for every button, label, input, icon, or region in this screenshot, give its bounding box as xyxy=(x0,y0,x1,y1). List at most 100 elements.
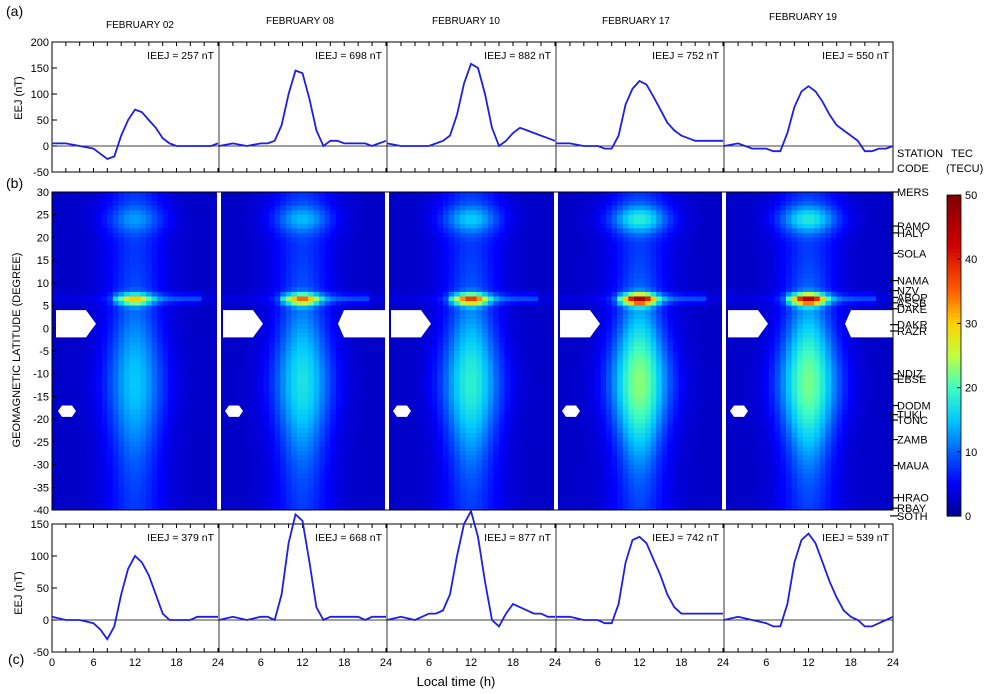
tec-cell xyxy=(274,328,281,334)
tec-cell xyxy=(79,223,86,229)
tec-cell xyxy=(123,192,130,198)
tec-cell xyxy=(85,450,92,456)
tec-cell xyxy=(398,423,405,429)
tec-cell xyxy=(168,332,175,338)
tec-cell xyxy=(63,355,70,361)
tec-cell xyxy=(403,305,410,311)
tec-cell xyxy=(195,341,202,347)
tec-cell xyxy=(296,341,303,347)
tec-cell xyxy=(179,287,186,293)
tec-cell xyxy=(90,241,97,248)
tec-cell xyxy=(168,296,175,302)
tec-cell xyxy=(274,278,281,284)
tec-cell xyxy=(246,210,253,216)
tec-cell xyxy=(107,192,114,198)
tec-cell xyxy=(173,364,180,370)
tec-cell xyxy=(184,264,191,270)
tec-cell xyxy=(79,441,86,447)
tec-cell xyxy=(79,446,86,452)
tec-cell xyxy=(352,360,359,366)
tec-cell xyxy=(140,205,147,211)
tec-cell xyxy=(263,478,270,484)
tec-cell xyxy=(173,391,180,397)
tec-cell xyxy=(280,396,287,402)
tec-cell xyxy=(79,369,86,375)
tec-cell xyxy=(52,196,59,202)
tec-cell xyxy=(151,246,158,252)
tec-cell xyxy=(90,496,97,502)
tec-cell xyxy=(85,332,92,338)
tec-cell xyxy=(324,419,331,425)
tec-cell xyxy=(392,210,399,216)
tec-cell xyxy=(415,500,422,506)
tec-cell xyxy=(308,282,315,288)
tec-cell xyxy=(135,346,142,352)
tec-cell xyxy=(352,351,359,357)
tec-cell xyxy=(252,346,259,352)
tec-cell xyxy=(352,382,359,388)
tec-cell xyxy=(57,460,64,466)
tec-cell xyxy=(409,246,416,252)
tec-cell xyxy=(230,491,237,497)
tec-cell xyxy=(280,201,287,207)
tec-cell xyxy=(330,301,337,307)
tec-cell xyxy=(151,341,158,347)
tec-cell xyxy=(118,487,125,493)
tec-cell xyxy=(437,491,444,497)
tec-cell xyxy=(280,373,287,379)
tec-cell xyxy=(437,273,444,279)
tec-cell xyxy=(162,228,169,234)
tec-cell xyxy=(285,410,292,416)
tec-cell xyxy=(68,219,75,225)
tec-cell xyxy=(63,500,70,506)
tec-cell xyxy=(96,360,103,366)
tec-cell xyxy=(252,296,259,302)
tec-cell xyxy=(335,355,342,361)
tec-cell xyxy=(146,346,153,352)
tec-cell xyxy=(330,310,337,316)
tec-cell xyxy=(129,446,136,452)
tec-cell xyxy=(52,192,59,198)
tec-cell xyxy=(319,491,326,497)
tec-cell xyxy=(252,305,259,311)
tec-cell xyxy=(52,287,59,293)
tec-cell xyxy=(392,446,399,452)
tec-cell xyxy=(195,269,202,275)
tec-cell xyxy=(68,432,75,438)
tec-cell xyxy=(129,278,136,284)
tec-cell xyxy=(269,364,276,370)
tec-cell xyxy=(173,196,180,202)
tec-cell xyxy=(269,441,276,447)
tec-cell xyxy=(57,473,64,479)
tec-cell xyxy=(224,296,231,302)
tec-cell xyxy=(184,469,191,475)
tec-cell xyxy=(369,450,376,456)
tec-cell xyxy=(212,351,219,357)
tec-cell xyxy=(296,441,303,447)
tec-cell xyxy=(426,205,433,211)
tec-cell xyxy=(68,496,75,502)
tec-cell xyxy=(173,378,180,384)
tec-cell xyxy=(146,351,153,357)
tec-cell xyxy=(431,273,438,279)
tec-cell xyxy=(420,414,427,420)
tec-cell xyxy=(330,337,337,343)
tec-cell xyxy=(398,360,405,366)
tec-cell xyxy=(415,432,422,438)
tec-cell xyxy=(63,264,70,270)
tec-cell xyxy=(140,446,147,452)
tec-cell xyxy=(347,192,354,198)
tec-cell xyxy=(184,278,191,284)
tec-cell xyxy=(241,382,248,388)
tec-cell xyxy=(230,360,237,366)
tec-cell xyxy=(330,400,337,407)
tec-cell xyxy=(179,450,186,456)
tec-cell xyxy=(335,378,342,384)
tec-cell xyxy=(280,351,287,357)
tec-cell xyxy=(398,364,405,370)
tec-cell xyxy=(409,301,416,307)
tec-cell xyxy=(324,214,331,220)
tec-cell xyxy=(403,396,410,402)
tec-cell xyxy=(420,260,427,266)
tec-cell xyxy=(179,364,186,370)
